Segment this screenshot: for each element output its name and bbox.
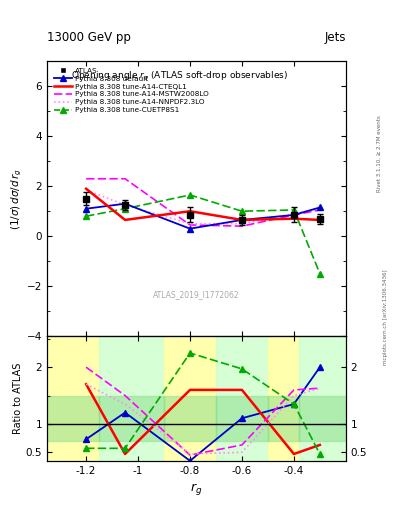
Text: Jets: Jets xyxy=(324,31,346,44)
Bar xyxy=(47,396,99,441)
Text: mcplots.cern.ch [arXiv:1306.3436]: mcplots.cern.ch [arXiv:1306.3436] xyxy=(383,270,387,365)
Text: Rivet 3.1.10, ≥ 2.7M events: Rivet 3.1.10, ≥ 2.7M events xyxy=(377,115,382,192)
Bar xyxy=(299,336,346,461)
X-axis label: $r_g$: $r_g$ xyxy=(190,481,203,497)
Bar xyxy=(164,336,216,461)
Bar xyxy=(216,396,268,441)
Bar xyxy=(268,336,299,461)
Y-axis label: Ratio to ATLAS: Ratio to ATLAS xyxy=(13,362,23,434)
Text: ATLAS_2019_I1772062: ATLAS_2019_I1772062 xyxy=(153,290,240,300)
Text: Opening angle $r_g$ (ATLAS soft-drop observables): Opening angle $r_g$ (ATLAS soft-drop obs… xyxy=(71,70,288,83)
Bar xyxy=(99,336,164,461)
Bar xyxy=(268,396,299,441)
Bar xyxy=(99,396,164,441)
Bar xyxy=(164,396,216,441)
Text: 13000 GeV pp: 13000 GeV pp xyxy=(47,31,131,44)
Bar xyxy=(216,336,268,461)
Bar xyxy=(299,396,346,441)
Legend: ATLAS, Pythia 8.308 default, Pythia 8.308 tune-A14-CTEQL1, Pythia 8.308 tune-A14: ATLAS, Pythia 8.308 default, Pythia 8.30… xyxy=(54,68,208,113)
Bar xyxy=(47,336,99,461)
Y-axis label: $(1/\sigma)\,d\sigma/d\,r_g$: $(1/\sigma)\,d\sigma/d\,r_g$ xyxy=(10,168,24,230)
